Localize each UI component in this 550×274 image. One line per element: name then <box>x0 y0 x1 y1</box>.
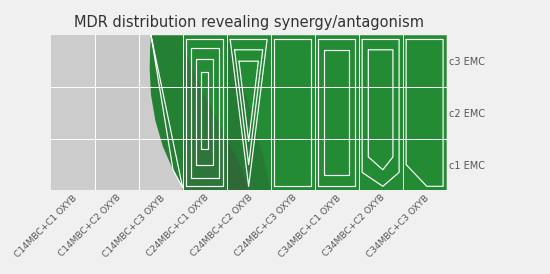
Polygon shape <box>150 35 447 190</box>
Polygon shape <box>183 46 249 190</box>
Title: MDR distribution revealing synergy/antagonism: MDR distribution revealing synergy/antag… <box>74 15 424 30</box>
Polygon shape <box>227 43 271 190</box>
Polygon shape <box>150 35 249 190</box>
Bar <box>95 35 139 190</box>
